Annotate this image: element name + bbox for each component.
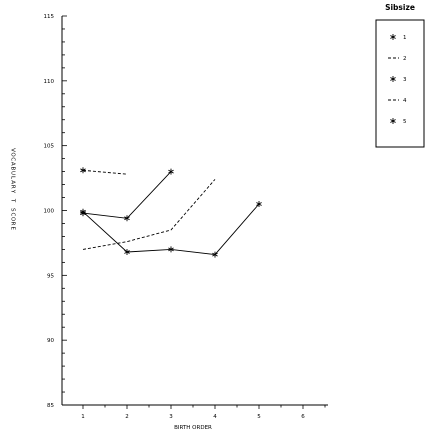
y-axis-title-letter: L xyxy=(10,176,16,180)
series-point-3 xyxy=(168,168,174,175)
marker-stroke xyxy=(80,209,86,214)
series-line-4 xyxy=(82,179,216,250)
marker-stroke xyxy=(390,119,396,123)
y-axis-title-letter: T xyxy=(10,198,16,203)
legend-label: 1 xyxy=(403,35,407,41)
legend-label: 4 xyxy=(403,98,407,104)
y-tick-label: 100 xyxy=(44,209,55,215)
x-tick-label: 6 xyxy=(301,414,305,420)
marker-stroke xyxy=(168,169,174,174)
y-axis-title-letter: R xyxy=(10,222,16,226)
marker-stroke xyxy=(124,250,130,254)
y-tick-label: 110 xyxy=(44,79,55,85)
series-line-2 xyxy=(82,169,128,175)
marker-stroke xyxy=(256,202,262,206)
marker-stroke xyxy=(80,168,86,173)
y-axis-title-letter: R xyxy=(10,185,16,189)
plot-area xyxy=(80,167,262,258)
series-point-5 xyxy=(212,251,218,258)
y-axis-title-letter: A xyxy=(10,162,16,166)
marker-stroke xyxy=(212,252,218,257)
y-axis-title-letter: E xyxy=(10,226,16,230)
y-axis-title-letter: S xyxy=(10,208,16,212)
legend-entry: 3 xyxy=(390,76,407,83)
legend-title: Sibsize xyxy=(385,3,415,12)
legend-label: 3 xyxy=(403,77,407,83)
marker-stroke xyxy=(390,77,396,81)
x-tick-label: 5 xyxy=(257,414,261,420)
marker-stroke xyxy=(168,247,174,252)
x-tick-label: 4 xyxy=(213,414,217,420)
y-axis-title-letter: Y xyxy=(10,189,16,194)
marker-stroke xyxy=(390,35,396,39)
y-axis-title-letter: C xyxy=(10,212,16,216)
x-tick-label: 2 xyxy=(125,414,129,420)
legend-entry: 4 xyxy=(388,98,407,104)
series-point-5 xyxy=(124,248,130,255)
legend-label: 5 xyxy=(403,119,407,125)
series-point-3 xyxy=(124,215,130,222)
y-axis-title-letter: O xyxy=(10,152,16,157)
marker-stroke xyxy=(124,216,130,221)
y-tick-label: 105 xyxy=(44,144,55,150)
series-line-3 xyxy=(82,171,172,219)
x-tick-label: 3 xyxy=(169,414,173,420)
y-axis-title-letter: V xyxy=(10,148,16,152)
legend-entry: 5 xyxy=(390,118,407,125)
y-axis-title-letter: U xyxy=(10,171,16,175)
legend-box xyxy=(375,19,425,148)
series-point-5 xyxy=(80,208,86,215)
y-axis-title-letter: C xyxy=(10,157,16,161)
y-tick-label: 90 xyxy=(47,338,54,344)
legend-swatch xyxy=(390,118,396,124)
series-point-2 xyxy=(80,167,86,174)
series-point-5 xyxy=(256,201,262,208)
x-axis-title: BIRTH ORDER xyxy=(174,425,212,431)
legend-entry: 1 xyxy=(390,34,407,41)
series-point-5 xyxy=(168,246,174,253)
legend-label: 2 xyxy=(403,56,407,62)
legend-swatch xyxy=(390,76,396,82)
x-tick-label: 1 xyxy=(81,414,85,420)
y-tick-label: 115 xyxy=(44,14,55,20)
y-tick-label: 85 xyxy=(47,403,54,409)
y-tick-label: 95 xyxy=(47,273,54,279)
legend-swatch xyxy=(390,34,396,40)
y-axis-title-letter: B xyxy=(10,167,16,171)
y-axis-title-letter: A xyxy=(10,180,16,184)
y-axis-title-letter: O xyxy=(10,217,16,222)
legend: Sibsize 1 2 3 4 5 xyxy=(375,3,425,148)
legend-entry: 2 xyxy=(388,56,407,62)
